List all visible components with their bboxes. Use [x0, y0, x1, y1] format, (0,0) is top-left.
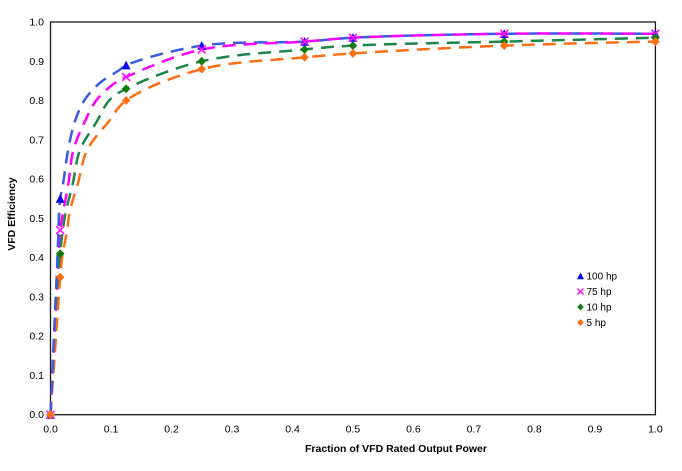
- svg-text:5 hp: 5 hp: [587, 318, 607, 329]
- svg-text:0.8: 0.8: [527, 424, 542, 436]
- svg-text:100 hp: 100 hp: [587, 272, 618, 283]
- svg-text:0.6: 0.6: [406, 424, 421, 436]
- svg-text:0.4: 0.4: [285, 424, 300, 436]
- svg-text:0.0: 0.0: [29, 409, 44, 421]
- svg-text:0.4: 0.4: [29, 252, 44, 264]
- svg-text:0.1: 0.1: [104, 424, 119, 436]
- svg-text:0.8: 0.8: [29, 95, 44, 107]
- svg-text:10 hp: 10 hp: [587, 303, 612, 314]
- svg-text:0.1: 0.1: [29, 370, 44, 382]
- svg-text:0.9: 0.9: [29, 56, 44, 68]
- svg-text:0.6: 0.6: [29, 174, 44, 186]
- svg-text:0.0: 0.0: [43, 424, 58, 436]
- svg-text:1.0: 1.0: [648, 424, 663, 436]
- svg-text:Fraction of VFD Rated Output P: Fraction of VFD Rated Output Power: [305, 443, 487, 455]
- svg-text:0.9: 0.9: [588, 424, 603, 436]
- svg-text:0.3: 0.3: [29, 291, 44, 303]
- svg-text:0.7: 0.7: [29, 134, 44, 146]
- svg-text:0.5: 0.5: [29, 213, 44, 225]
- svg-text:0.2: 0.2: [29, 331, 44, 343]
- svg-text:VFD Efficiency: VFD Efficiency: [6, 177, 18, 251]
- svg-text:1.0: 1.0: [29, 17, 44, 29]
- svg-text:0.3: 0.3: [225, 424, 240, 436]
- svg-text:0.7: 0.7: [467, 424, 482, 436]
- svg-text:0.5: 0.5: [346, 424, 361, 436]
- svg-text:75 hp: 75 hp: [587, 287, 612, 298]
- svg-text:0.2: 0.2: [164, 424, 179, 436]
